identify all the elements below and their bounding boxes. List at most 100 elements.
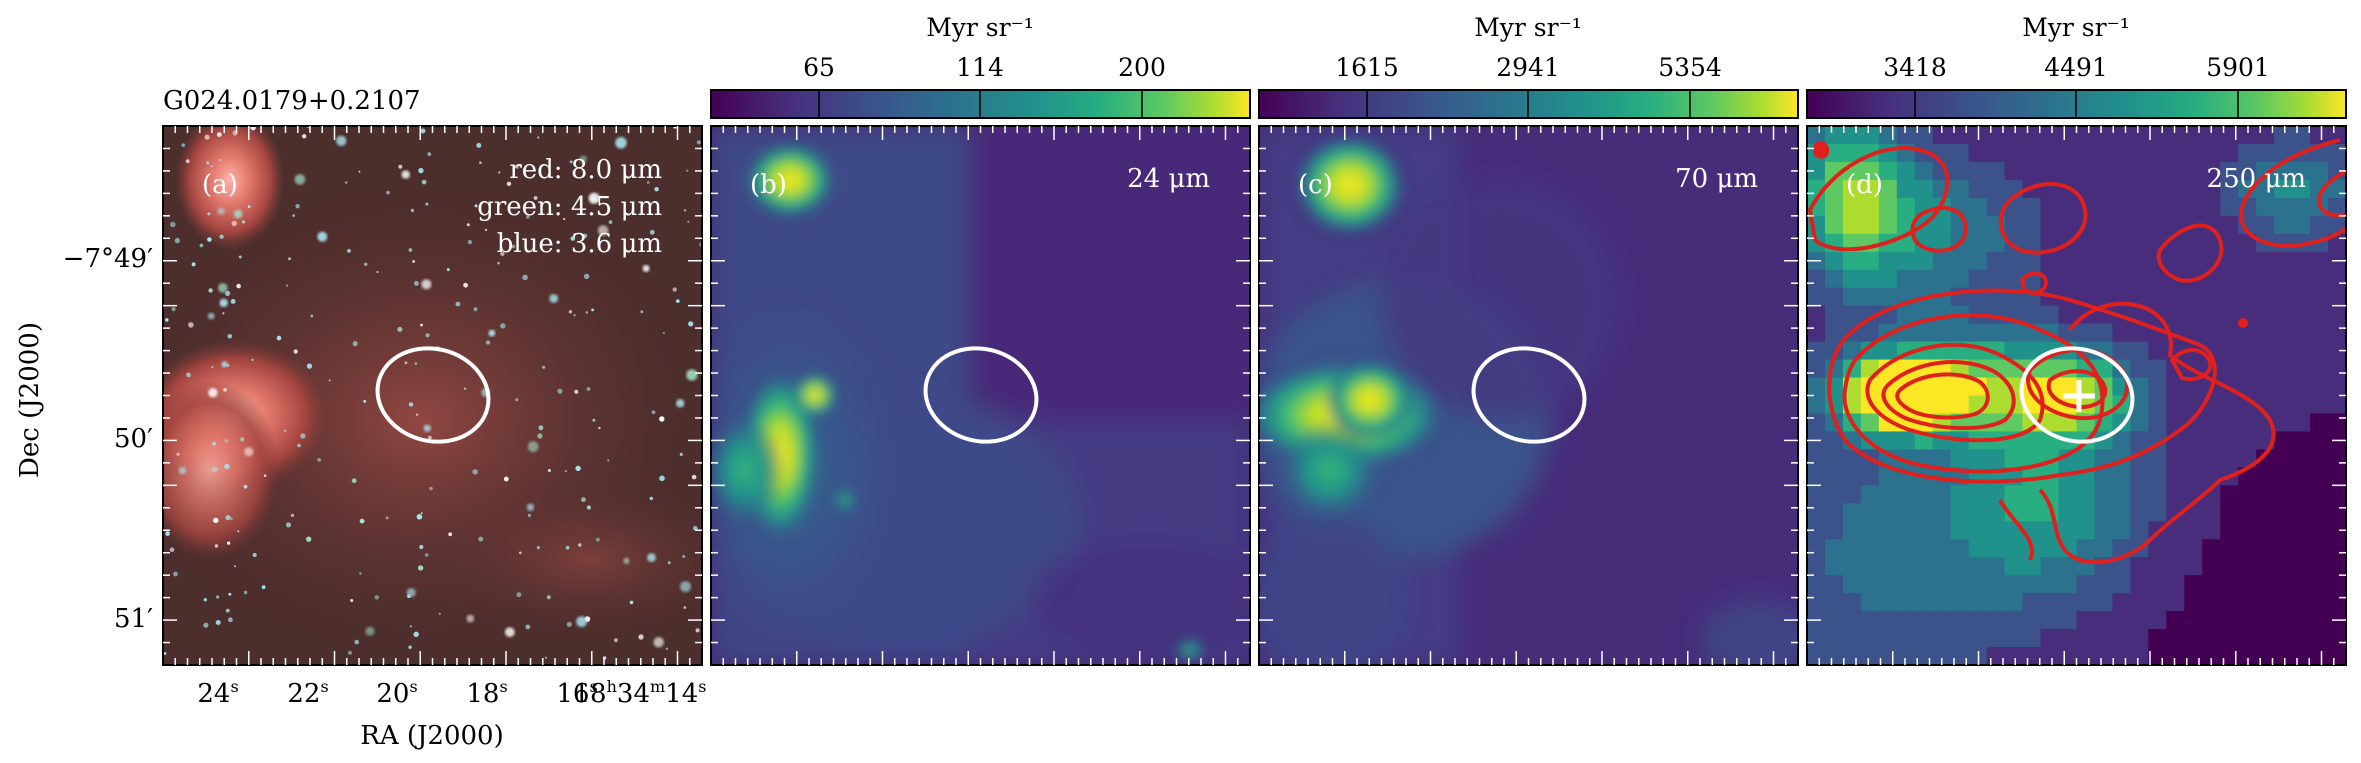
star [227, 541, 231, 545]
star [223, 388, 228, 392]
map-pixel [2220, 485, 2239, 504]
map-pixel [2076, 575, 2096, 594]
map-pixel [2184, 557, 2203, 576]
star [526, 503, 535, 511]
map-pixel [2166, 126, 2185, 145]
map-pixel [1842, 647, 1862, 665]
map-pixel [1896, 251, 1916, 271]
map-pixel [2022, 593, 2042, 612]
map-pixel [2274, 485, 2293, 504]
star [566, 621, 572, 627]
map-pixel [2004, 269, 2024, 289]
star [500, 251, 505, 256]
map-pixel [2058, 593, 2078, 612]
map-pixel [1860, 126, 1880, 145]
map-pixel [1914, 251, 1934, 271]
map-pixel [1950, 647, 1970, 665]
map-pixel [2076, 521, 2096, 540]
map-pixel [2112, 341, 2131, 361]
map-pixel [2310, 305, 2329, 325]
star [695, 628, 700, 633]
map-pixel [2094, 215, 2114, 235]
ra-tick-22: 22s [287, 677, 328, 709]
map-pixel [2022, 575, 2042, 594]
map-pixel [2130, 215, 2149, 235]
star [244, 447, 254, 457]
map-pixel [2292, 593, 2311, 612]
map-pixel [1878, 197, 1898, 217]
star [623, 557, 630, 564]
map-pixel [1914, 161, 1934, 181]
map-pixel [2040, 647, 2060, 665]
star [676, 399, 685, 408]
panel-d-colorbar-title: Myr sr⁻¹ [2022, 13, 2130, 42]
map-pixel [2184, 143, 2203, 163]
map-pixel [2274, 305, 2293, 325]
map-pixel [2274, 647, 2293, 665]
star [247, 205, 251, 209]
star [683, 606, 687, 609]
map-pixel [2166, 395, 2185, 415]
star [199, 243, 204, 248]
star [288, 257, 291, 261]
map-pixel [1860, 611, 1880, 630]
map-pixel [2274, 521, 2293, 540]
star [414, 362, 418, 365]
map-pixel [1878, 431, 1898, 450]
map-pixel [2274, 126, 2293, 145]
map-pixel [2022, 126, 2042, 145]
star [545, 656, 548, 659]
map-pixel [1878, 557, 1898, 576]
map-pixel [2328, 539, 2346, 558]
map-pixel [1807, 539, 1826, 558]
map-pixel [1986, 539, 2006, 558]
map-pixel [2112, 179, 2131, 199]
map-pixel [2184, 575, 2203, 594]
map-pixel [2220, 611, 2239, 630]
star [608, 220, 613, 224]
map-pixel [2094, 323, 2114, 343]
map-pixel [2004, 215, 2024, 235]
map-pixel [1824, 251, 1844, 271]
map-pixel [1860, 251, 1880, 271]
star [595, 537, 600, 542]
star [191, 262, 196, 267]
map-pixel [1896, 179, 1916, 199]
panel-c-ellipse [1471, 346, 1587, 444]
panel-b-wavelength: 24 μm [1127, 164, 1210, 194]
map-pixel [1807, 126, 1826, 145]
star [165, 318, 169, 322]
map-pixel [2292, 431, 2311, 450]
star [251, 358, 254, 361]
star [231, 220, 237, 227]
map-pixel [2310, 269, 2329, 289]
star [533, 196, 538, 200]
map-pixel [2112, 593, 2131, 612]
map-pixel [2130, 521, 2149, 540]
map-pixel [2148, 269, 2167, 289]
map-pixel [2202, 557, 2221, 576]
map-pixel [1986, 503, 2006, 522]
map-pixel [1860, 179, 1880, 199]
star [653, 637, 664, 648]
star [261, 585, 266, 590]
panel-a: (a) red: 8.0 μm green: 4.5 μm blue: 3.6 … [162, 86, 703, 666]
star [515, 398, 519, 402]
map-pixel [2166, 413, 2185, 433]
star [213, 517, 219, 524]
star [537, 136, 540, 139]
star [651, 410, 656, 415]
map-pixel [2094, 359, 2114, 379]
dec-tick-50: 50′ [114, 424, 153, 454]
map-pixel [2112, 161, 2131, 181]
map-pixel [1932, 521, 1952, 540]
map-pixel [2004, 341, 2024, 361]
panel-d-colorbar-tick-1: 3418 [1883, 53, 1947, 82]
map-pixel [2238, 503, 2257, 522]
star [410, 208, 414, 212]
map-pixel [2058, 575, 2078, 594]
map-pixel [1986, 161, 2006, 181]
map-pixel [2166, 305, 2185, 325]
star [397, 326, 403, 332]
star [359, 572, 362, 575]
